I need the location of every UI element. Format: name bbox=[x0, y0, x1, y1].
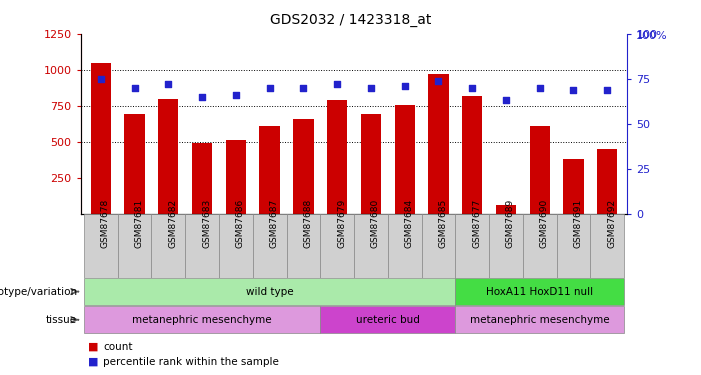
Bar bbox=[90, 63, 111, 214]
Point bbox=[568, 87, 579, 93]
Text: ■: ■ bbox=[88, 357, 98, 367]
Point bbox=[264, 85, 275, 91]
Text: GSM87680: GSM87680 bbox=[371, 199, 380, 248]
FancyBboxPatch shape bbox=[354, 214, 388, 278]
Text: GSM87681: GSM87681 bbox=[135, 199, 144, 248]
Text: GSM87682: GSM87682 bbox=[168, 199, 177, 248]
Text: ■: ■ bbox=[88, 342, 98, 352]
Bar bbox=[327, 100, 347, 214]
Text: genotype/variation: genotype/variation bbox=[0, 286, 77, 297]
Text: count: count bbox=[103, 342, 132, 352]
FancyBboxPatch shape bbox=[185, 214, 219, 278]
FancyBboxPatch shape bbox=[287, 214, 320, 278]
Bar bbox=[462, 96, 482, 214]
Bar bbox=[226, 140, 246, 214]
FancyBboxPatch shape bbox=[523, 214, 557, 278]
FancyBboxPatch shape bbox=[320, 214, 354, 278]
FancyBboxPatch shape bbox=[84, 306, 320, 333]
Bar bbox=[158, 99, 179, 214]
Point bbox=[399, 83, 410, 89]
FancyBboxPatch shape bbox=[455, 306, 624, 333]
Point bbox=[196, 94, 207, 100]
Bar bbox=[125, 114, 144, 214]
FancyBboxPatch shape bbox=[84, 214, 118, 278]
FancyBboxPatch shape bbox=[590, 214, 624, 278]
Text: metanephric mesenchyme: metanephric mesenchyme bbox=[470, 315, 609, 325]
Text: GSM87687: GSM87687 bbox=[270, 199, 278, 248]
Bar bbox=[496, 205, 516, 214]
FancyBboxPatch shape bbox=[557, 214, 590, 278]
Point bbox=[298, 85, 309, 91]
FancyBboxPatch shape bbox=[253, 214, 287, 278]
Text: HoxA11 HoxD11 null: HoxA11 HoxD11 null bbox=[486, 286, 593, 297]
FancyBboxPatch shape bbox=[421, 214, 455, 278]
FancyBboxPatch shape bbox=[455, 278, 624, 305]
FancyBboxPatch shape bbox=[455, 214, 489, 278]
Point bbox=[601, 87, 613, 93]
Bar bbox=[361, 114, 381, 214]
Text: wild type: wild type bbox=[246, 286, 294, 297]
Point bbox=[332, 81, 343, 87]
Text: GDS2032 / 1423318_at: GDS2032 / 1423318_at bbox=[270, 13, 431, 27]
Text: GSM87689: GSM87689 bbox=[506, 199, 515, 248]
FancyBboxPatch shape bbox=[84, 278, 455, 305]
Point bbox=[534, 85, 545, 91]
Bar bbox=[597, 149, 618, 214]
FancyBboxPatch shape bbox=[388, 214, 421, 278]
Bar bbox=[529, 126, 550, 214]
Text: GSM87686: GSM87686 bbox=[236, 199, 245, 248]
Point bbox=[129, 85, 140, 91]
Bar bbox=[428, 74, 449, 214]
Text: metanephric mesenchyme: metanephric mesenchyme bbox=[132, 315, 272, 325]
Point bbox=[163, 81, 174, 87]
Point bbox=[95, 76, 107, 82]
FancyBboxPatch shape bbox=[219, 214, 253, 278]
Text: GSM87692: GSM87692 bbox=[607, 199, 616, 248]
FancyBboxPatch shape bbox=[489, 214, 523, 278]
Text: GSM87688: GSM87688 bbox=[304, 199, 313, 248]
FancyBboxPatch shape bbox=[118, 214, 151, 278]
Text: GSM87677: GSM87677 bbox=[472, 199, 481, 248]
Bar bbox=[564, 159, 583, 214]
Bar bbox=[259, 126, 280, 214]
Text: tissue: tissue bbox=[46, 315, 77, 325]
Text: GSM87679: GSM87679 bbox=[337, 199, 346, 248]
Point bbox=[433, 78, 444, 84]
Text: GSM87683: GSM87683 bbox=[202, 199, 211, 248]
FancyBboxPatch shape bbox=[320, 306, 455, 333]
Text: GSM87691: GSM87691 bbox=[573, 199, 583, 248]
Text: GSM87690: GSM87690 bbox=[540, 199, 549, 248]
Point bbox=[230, 92, 241, 98]
Text: 100%: 100% bbox=[636, 31, 667, 41]
Bar bbox=[395, 105, 415, 214]
Bar bbox=[192, 143, 212, 214]
Text: GSM87685: GSM87685 bbox=[438, 199, 447, 248]
FancyBboxPatch shape bbox=[151, 214, 185, 278]
Text: ureteric bud: ureteric bud bbox=[356, 315, 420, 325]
Text: GSM87684: GSM87684 bbox=[404, 199, 414, 248]
Point bbox=[365, 85, 376, 91]
Point bbox=[467, 85, 478, 91]
Text: GSM87678: GSM87678 bbox=[101, 199, 110, 248]
Bar bbox=[293, 119, 313, 214]
Text: percentile rank within the sample: percentile rank within the sample bbox=[103, 357, 279, 367]
Point bbox=[501, 98, 512, 104]
